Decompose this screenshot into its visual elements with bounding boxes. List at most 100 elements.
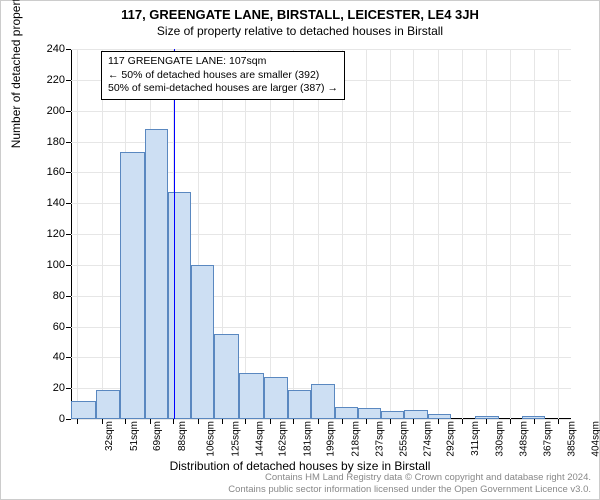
x-tick-label: 144sqm — [255, 421, 266, 457]
grid-line — [558, 49, 559, 419]
y-tick-label: 60 — [25, 321, 65, 333]
histogram-bar — [404, 410, 427, 419]
x-tick-mark — [245, 419, 246, 424]
chart-subtitle: Size of property relative to detached ho… — [1, 24, 599, 38]
grid-line — [510, 49, 511, 419]
histogram-bar — [288, 390, 311, 419]
x-tick-mark — [270, 419, 271, 424]
x-tick-mark — [413, 419, 414, 424]
histogram-bar — [214, 334, 239, 419]
y-tick-label: 220 — [25, 74, 65, 86]
x-tick-mark — [510, 419, 511, 424]
x-tick-label: 162sqm — [278, 421, 289, 457]
histogram-bar — [264, 377, 289, 419]
grid-line — [293, 49, 294, 419]
histogram-bar — [522, 416, 545, 419]
y-tick-label: 140 — [25, 197, 65, 209]
x-tick-label: 125sqm — [230, 421, 241, 457]
histogram-bar — [120, 152, 145, 419]
grid-line — [102, 49, 103, 419]
x-tick-mark — [534, 419, 535, 424]
y-tick-label: 40 — [25, 351, 65, 363]
x-tick-label: 330sqm — [495, 421, 506, 457]
x-tick-mark — [173, 419, 174, 424]
chart-title: 117, GREENGATE LANE, BIRSTALL, LEICESTER… — [1, 7, 599, 22]
x-tick-label: 367sqm — [543, 421, 554, 457]
grid-line — [318, 49, 319, 419]
footer-attribution: Contains HM Land Registry data © Crown c… — [228, 472, 591, 495]
x-tick-label: 348sqm — [518, 421, 529, 457]
annotation-box: 117 GREENGATE LANE: 107sqm ← 50% of deta… — [101, 51, 345, 100]
footer-line-1: Contains HM Land Registry data © Crown c… — [228, 472, 591, 483]
y-tick-mark — [66, 172, 71, 173]
x-axis-label: Distribution of detached houses by size … — [1, 459, 599, 473]
chart-container: 117, GREENGATE LANE, BIRSTALL, LEICESTER… — [0, 0, 600, 500]
x-tick-mark — [125, 419, 126, 424]
annotation-line-2: ← 50% of detached houses are smaller (39… — [108, 69, 338, 83]
y-tick-mark — [66, 80, 71, 81]
x-tick-mark — [318, 419, 319, 424]
y-tick-mark — [66, 142, 71, 143]
x-tick-label: 32sqm — [104, 421, 115, 451]
y-tick-label: 100 — [25, 259, 65, 271]
grid-line — [77, 49, 78, 419]
histogram-bar — [71, 401, 96, 420]
x-tick-mark — [77, 419, 78, 424]
y-tick-mark — [66, 419, 71, 420]
y-tick-mark — [66, 203, 71, 204]
x-tick-mark — [198, 419, 199, 424]
histogram-bar — [96, 390, 121, 419]
grid-line — [270, 49, 271, 419]
y-tick-mark — [66, 234, 71, 235]
histogram-bar — [428, 414, 451, 419]
histogram-bar — [311, 384, 334, 419]
y-tick-mark — [66, 265, 71, 266]
grid-line — [486, 49, 487, 419]
grid-line — [71, 111, 571, 112]
y-tick-label: 20 — [25, 382, 65, 394]
x-tick-label: 181sqm — [303, 421, 314, 457]
x-tick-mark — [293, 419, 294, 424]
x-tick-label: 218sqm — [350, 421, 361, 457]
x-tick-mark — [486, 419, 487, 424]
grid-line — [438, 49, 439, 419]
x-tick-label: 51sqm — [129, 421, 140, 451]
property-marker-line — [174, 49, 175, 419]
grid-line — [462, 49, 463, 419]
x-tick-mark — [390, 419, 391, 424]
histogram-bar — [475, 416, 498, 419]
annotation-line-1: 117 GREENGATE LANE: 107sqm — [108, 55, 338, 69]
y-tick-label: 180 — [25, 136, 65, 148]
grid-line — [245, 49, 246, 419]
grid-line — [71, 419, 571, 420]
y-tick-mark — [66, 327, 71, 328]
x-tick-mark — [150, 419, 151, 424]
x-tick-label: 274sqm — [423, 421, 434, 457]
x-tick-mark — [366, 419, 367, 424]
x-tick-mark — [222, 419, 223, 424]
y-tick-label: 160 — [25, 166, 65, 178]
x-tick-label: 69sqm — [152, 421, 163, 451]
x-tick-label: 404sqm — [591, 421, 600, 457]
grid-line — [342, 49, 343, 419]
plot-area — [71, 49, 571, 419]
grid-line — [534, 49, 535, 419]
x-tick-label: 311sqm — [470, 421, 481, 456]
y-tick-mark — [66, 357, 71, 358]
x-tick-label: 199sqm — [326, 421, 337, 457]
histogram-bar — [381, 411, 404, 419]
y-tick-mark — [66, 111, 71, 112]
histogram-bar — [358, 408, 381, 419]
x-tick-label: 255sqm — [398, 421, 409, 457]
histogram-bar — [191, 265, 214, 419]
x-tick-mark — [462, 419, 463, 424]
x-tick-label: 292sqm — [446, 421, 457, 457]
y-tick-label: 240 — [25, 43, 65, 55]
y-tick-label: 200 — [25, 105, 65, 117]
grid-line — [390, 49, 391, 419]
x-tick-mark — [342, 419, 343, 424]
y-tick-mark — [66, 388, 71, 389]
x-tick-label: 385sqm — [566, 421, 577, 457]
x-tick-label: 88sqm — [177, 421, 188, 451]
y-tick-mark — [66, 49, 71, 50]
